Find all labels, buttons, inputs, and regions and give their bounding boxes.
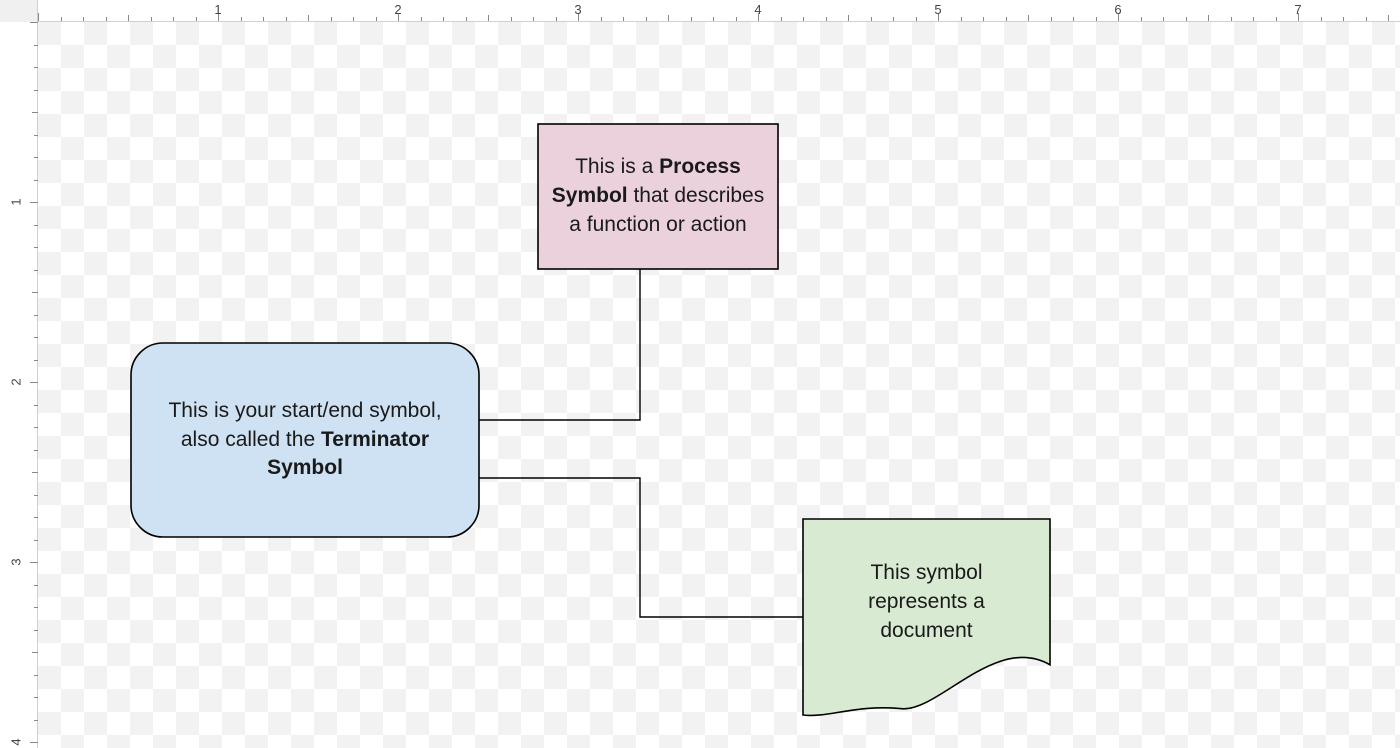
- flowchart-diagram: This is your start/end symbol, also call…: [38, 22, 1400, 748]
- ruler-corner: [0, 0, 38, 22]
- terminator-symbol-node[interactable]: This is your start/end symbol, also call…: [131, 343, 479, 537]
- document-text-plain: This symbol represents a document: [868, 561, 985, 642]
- document-symbol-node[interactable]: This symbol represents a document: [803, 519, 1050, 715]
- ruler-vertical: 1234: [0, 0, 38, 748]
- ruler-horizontal: 1234567: [0, 0, 1400, 22]
- process-symbol-node[interactable]: This is a Process Symbol that describes …: [538, 124, 778, 269]
- connector[interactable]: [479, 269, 640, 420]
- connector[interactable]: [479, 478, 803, 617]
- drawing-canvas[interactable]: This is your start/end symbol, also call…: [38, 22, 1400, 748]
- process-text-plain: This is a: [575, 155, 659, 178]
